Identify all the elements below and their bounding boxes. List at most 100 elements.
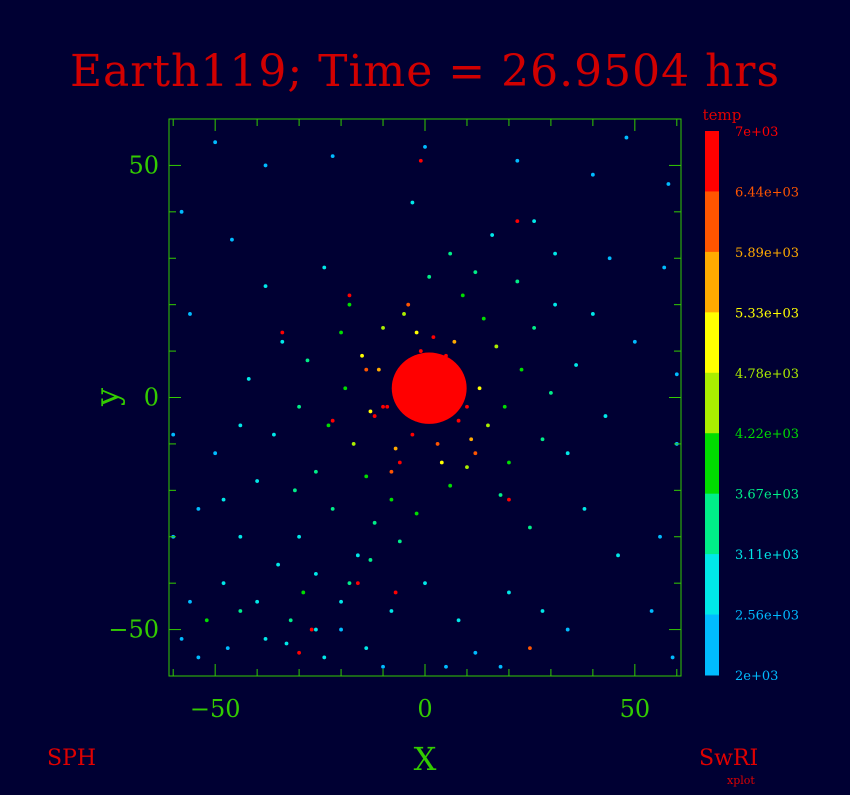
particle-point [448,251,453,256]
particle-point [381,325,385,330]
particle-point [238,534,243,539]
particle-point [532,325,537,330]
particle-point [418,158,423,163]
particle-point [221,581,226,586]
particle-point [372,414,377,418]
particle-point [502,404,507,409]
particle-point [280,330,285,335]
particle-point [339,599,343,604]
hot-core [391,352,467,424]
colorbar-tick-label: 5.89e+03 [735,246,799,261]
particle-point [347,581,352,586]
particle-point [460,293,465,298]
colorbar-tick-label: 2.56e+03 [735,609,799,624]
particle-point [402,312,406,316]
particle-point [666,182,671,186]
particle-point [670,655,675,660]
particle-point [498,493,503,497]
particle-point [297,534,301,539]
particle-point [549,390,553,395]
particle-point [540,437,545,442]
particle-point [423,144,427,149]
particle-point [297,650,301,655]
particle-point [381,664,385,669]
particle-point [528,525,532,530]
particle-point [313,627,318,632]
particle-point [372,520,377,525]
particle-point [494,344,499,349]
particle-point [435,442,440,446]
colorbar-band [705,614,719,676]
particle-point [385,404,390,409]
particle-point [565,451,570,456]
particle-point [188,599,192,604]
colorbar-tick-label: 4.78e+03 [735,367,799,382]
particle-point [355,553,360,558]
particle-point [565,627,570,632]
particle-point [393,590,398,595]
particle-point [238,423,243,428]
particle-point [481,316,486,321]
particle-point [313,469,318,474]
particle-point [662,265,667,270]
x-tick-label: −50 [190,695,241,723]
particle-point [515,279,520,284]
particle-point [272,432,276,437]
particle-point [456,418,461,423]
particle-point [238,609,243,613]
y-axis-ticks: −50 0 50 [108,118,681,677]
particle-point [658,534,662,539]
particle-point [322,655,327,660]
colorbar-band [705,372,719,434]
particle-point [406,302,411,307]
particle-point [507,497,511,502]
particle-layer [171,135,679,669]
particle-point [305,358,310,363]
particle-point [213,451,218,456]
particle-point [343,386,348,391]
particle-point [498,664,503,669]
particle-point [410,432,415,437]
particle-point [381,404,385,409]
particle-point [368,558,373,562]
particle-point [607,256,612,261]
y-tick-label: 50 [128,151,159,179]
particle-point [632,339,637,344]
particle-point [280,339,285,344]
colorbar-band [705,251,719,313]
particle-point [414,330,419,335]
particle-point [196,655,201,660]
particle-point [309,627,314,632]
particle-point [196,507,201,511]
particle-point [418,349,423,353]
particle-point [255,479,260,483]
particle-point [326,423,331,428]
particle-point [263,636,268,641]
particle-point [213,140,218,145]
particle-point [389,469,394,474]
x-tick-label: 50 [620,695,651,723]
particle-point [448,483,453,488]
particle-point [431,335,436,340]
colorbar-tick-label: 2e+03 [735,669,778,684]
particle-point [225,646,230,651]
particle-point [179,209,184,214]
particle-point [574,363,578,367]
particle-point [351,442,356,446]
colorbar-band [705,433,719,495]
footer-right-label: SwRI [699,746,759,771]
particle-point [376,367,381,372]
particle-point [263,163,268,168]
particle-point [553,302,557,307]
colorbar-band [705,493,719,555]
particle-point [368,409,373,414]
colorbar-tick-label: 5.33e+03 [735,306,799,321]
particle-point [490,233,495,237]
particle-point [532,219,537,224]
colorbar-tick-label: 6.44e+03 [735,185,799,200]
particle-point [473,270,478,275]
particle-point [221,497,226,502]
colorbar-band [705,554,719,616]
